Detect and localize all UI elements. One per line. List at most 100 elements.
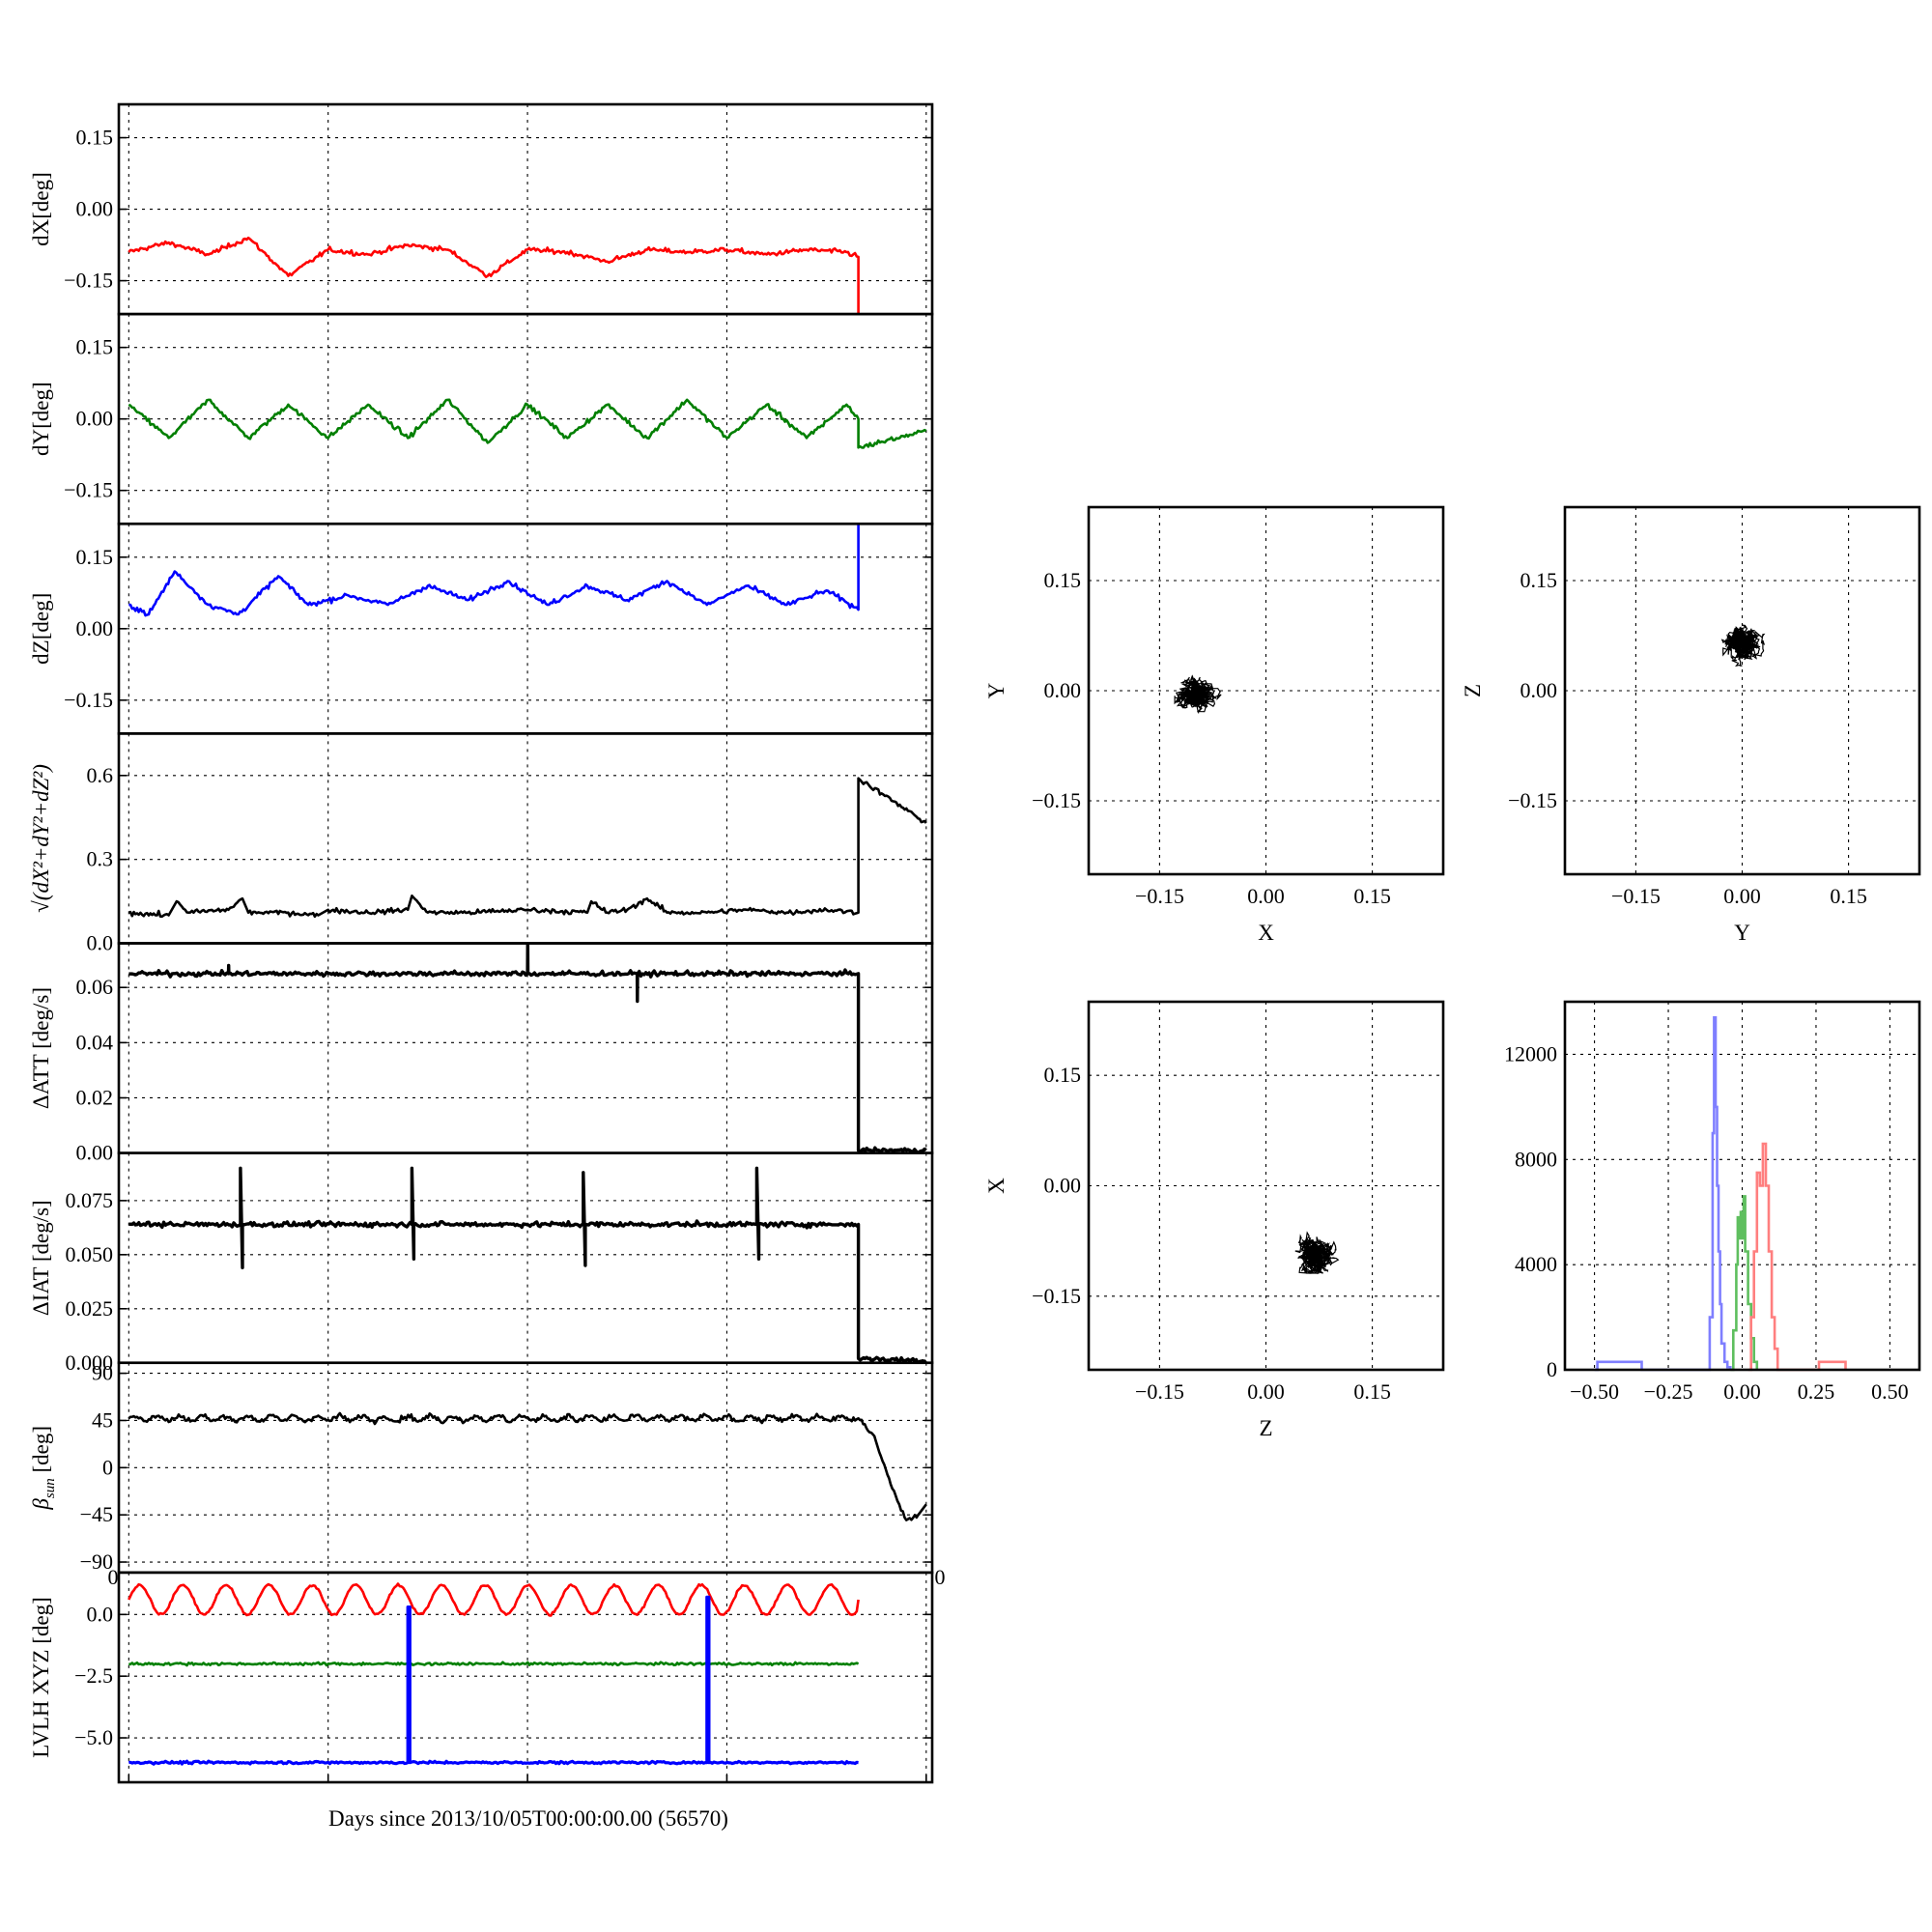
timeseries-panels: 0.150.00−0.15dX[deg]0.150.00−0.15dY[deg]…	[29, 102, 946, 1784]
histogram-panel: −0.50 −0.25 0.00 0.25 0.50 12000 8000 4000 0	[1504, 1000, 1921, 1404]
panel-xy: −0.15 −0.15 0.00 0.00 0.15 0.15 X Y	[984, 505, 1445, 945]
ytick-label: 0.04	[76, 1030, 114, 1054]
ytick-label: 0.15	[1044, 1063, 1082, 1087]
xtick-label: 0.00	[1723, 884, 1761, 908]
ytick-label: 0.0	[87, 1602, 114, 1626]
ytick-label: 0.050	[66, 1242, 114, 1266]
xtick-label: 0	[935, 1565, 946, 1589]
ytick-label: 0.00	[76, 197, 114, 221]
xtick-label: −0.15	[1611, 884, 1661, 908]
panel-dz: 0.15 0.00 −0.15 dZ[deg]	[29, 522, 934, 735]
panel-frame	[1087, 505, 1445, 876]
xtick-label: −0.15	[1135, 1379, 1184, 1404]
scatter-cloud	[1720, 624, 1766, 668]
xlabel: X	[1258, 921, 1274, 945]
ytick-label: 0.02	[76, 1085, 114, 1109]
ytick-label: −5.0	[74, 1725, 113, 1749]
ytick-label: 0	[102, 1455, 113, 1479]
panel-diat: 0.075 0.050 0.025 0.000 ΔIAT [deg/s]	[29, 1151, 934, 1375]
ytick-label: 0.000	[66, 1350, 114, 1375]
ytick-label: 0.00	[76, 616, 114, 640]
panel-dy: 0.15 0.00 −0.15 dY[deg]	[29, 312, 934, 526]
ytick-label: 0.00	[1520, 678, 1558, 702]
series-line-diat-0	[128, 1166, 927, 1363]
ytick-label: 0.15	[76, 335, 114, 359]
ylabel: Y	[984, 682, 1009, 698]
ytick-label: 90	[92, 1361, 113, 1385]
ytick-label: 0.15	[1520, 568, 1558, 592]
ytick-label: 0.00	[76, 1141, 114, 1165]
xtick-label: −0.25	[1644, 1379, 1693, 1404]
ytick-label: 4000	[1515, 1252, 1557, 1276]
hist-series-2	[1747, 1142, 1847, 1372]
xtick-label: 0.15	[1830, 884, 1867, 908]
ylabel: X	[984, 1178, 1009, 1194]
ytick-label: −0.15	[64, 269, 113, 293]
ylabel: LVLH XYZ [deg]	[29, 1597, 53, 1758]
ylabel: dZ[deg]	[29, 593, 53, 665]
panel-frame	[117, 102, 934, 316]
panel-datt: 0.06 0.04 0.02 0.00 ΔATT [deg/s]	[29, 942, 934, 1165]
ytick-label: 0.00	[1044, 678, 1082, 702]
ytick-label: 0.6	[87, 763, 114, 787]
ytick-label: 0.15	[1044, 568, 1082, 592]
series-line-lvlh-0	[128, 1582, 860, 1617]
ylabel: dY[deg]	[29, 382, 53, 456]
ytick-label: 0.025	[66, 1296, 114, 1321]
ytick-label: −45	[80, 1502, 113, 1526]
panel-frame	[1563, 1000, 1921, 1372]
ytick-label: 0.00	[76, 407, 114, 431]
hist-series-0	[1594, 1016, 1732, 1372]
figure-xlabel: Days since 2013/10/05T00:00:00.00 (56570…	[328, 1806, 728, 1831]
panel-frame	[117, 312, 934, 526]
ylabel-sub: sun	[43, 1478, 58, 1498]
xtick-label: 0	[108, 1565, 119, 1589]
xtick-label: −0.15	[1135, 884, 1184, 908]
series-line-beta-0	[128, 1411, 927, 1521]
xtick-label: −0.50	[1570, 1379, 1619, 1404]
ytick-label: −0.15	[1508, 788, 1557, 812]
ytick-label: 0.0	[87, 931, 114, 955]
ylabel: Z	[1461, 684, 1485, 697]
scatter-cloud	[1174, 674, 1222, 714]
ytick-label: −0.15	[1032, 1284, 1081, 1308]
ytick-label: −0.15	[64, 688, 113, 712]
ylabel: βsun [deg]	[29, 1426, 58, 1511]
series-line-dr-0	[128, 777, 927, 919]
ytick-label: 0.075	[66, 1188, 114, 1212]
ylabel: dX[deg]	[29, 172, 53, 246]
panel-yz: −0.15 −0.15 0.00 0.00 0.15 0.15 Y Z	[1461, 505, 1921, 945]
xtick-label: 0.15	[1353, 1379, 1391, 1404]
ytick-label: −0.15	[1032, 788, 1081, 812]
xlabel: Z	[1259, 1416, 1272, 1440]
series-line-lvlh-2	[128, 1595, 859, 1766]
series-line-lvlh-1	[128, 1661, 860, 1667]
ytick-label: −90	[80, 1549, 113, 1574]
panel-frame	[117, 1571, 934, 1784]
panel-frame	[1563, 505, 1921, 876]
ytick-label: 0.15	[76, 126, 114, 150]
series-line-datt-0	[128, 943, 927, 1153]
ylabel-beta: β	[29, 1498, 53, 1511]
ytick-label: 45	[92, 1407, 113, 1432]
ytick-label: 8000	[1515, 1147, 1557, 1171]
ylabel: ΔIAT [deg/s]	[29, 1200, 53, 1316]
ylabel: ΔATT [deg/s]	[29, 987, 53, 1109]
panel-zx: −0.15 −0.15 0.00 0.00 0.15 0.15 Z X	[984, 1000, 1445, 1440]
ytick-label: 0.06	[76, 975, 114, 999]
panel-dx: 0.15 0.00 −0.15 dX[deg]	[29, 102, 934, 316]
series-line-dx-0	[128, 236, 860, 315]
series-line-dz-0	[128, 524, 860, 617]
ytick-label: −2.5	[74, 1663, 113, 1688]
xtick-label: 0.25	[1798, 1379, 1835, 1404]
ylabel-unit: [deg]	[29, 1426, 53, 1478]
xlabel: Y	[1734, 921, 1750, 945]
scatter-panels: −0.15 −0.15 0.00 0.00 0.15 0.15 X Y −0.15 −0.15 0.…	[984, 505, 1921, 1440]
ytick-label: 0	[1547, 1357, 1557, 1381]
xtick-label: 0.50	[1871, 1379, 1909, 1404]
panel-frame	[117, 1361, 934, 1575]
ytick-label: 0.00	[1044, 1174, 1082, 1198]
panel-frame	[117, 522, 934, 735]
ytick-label: 12000	[1504, 1041, 1557, 1065]
